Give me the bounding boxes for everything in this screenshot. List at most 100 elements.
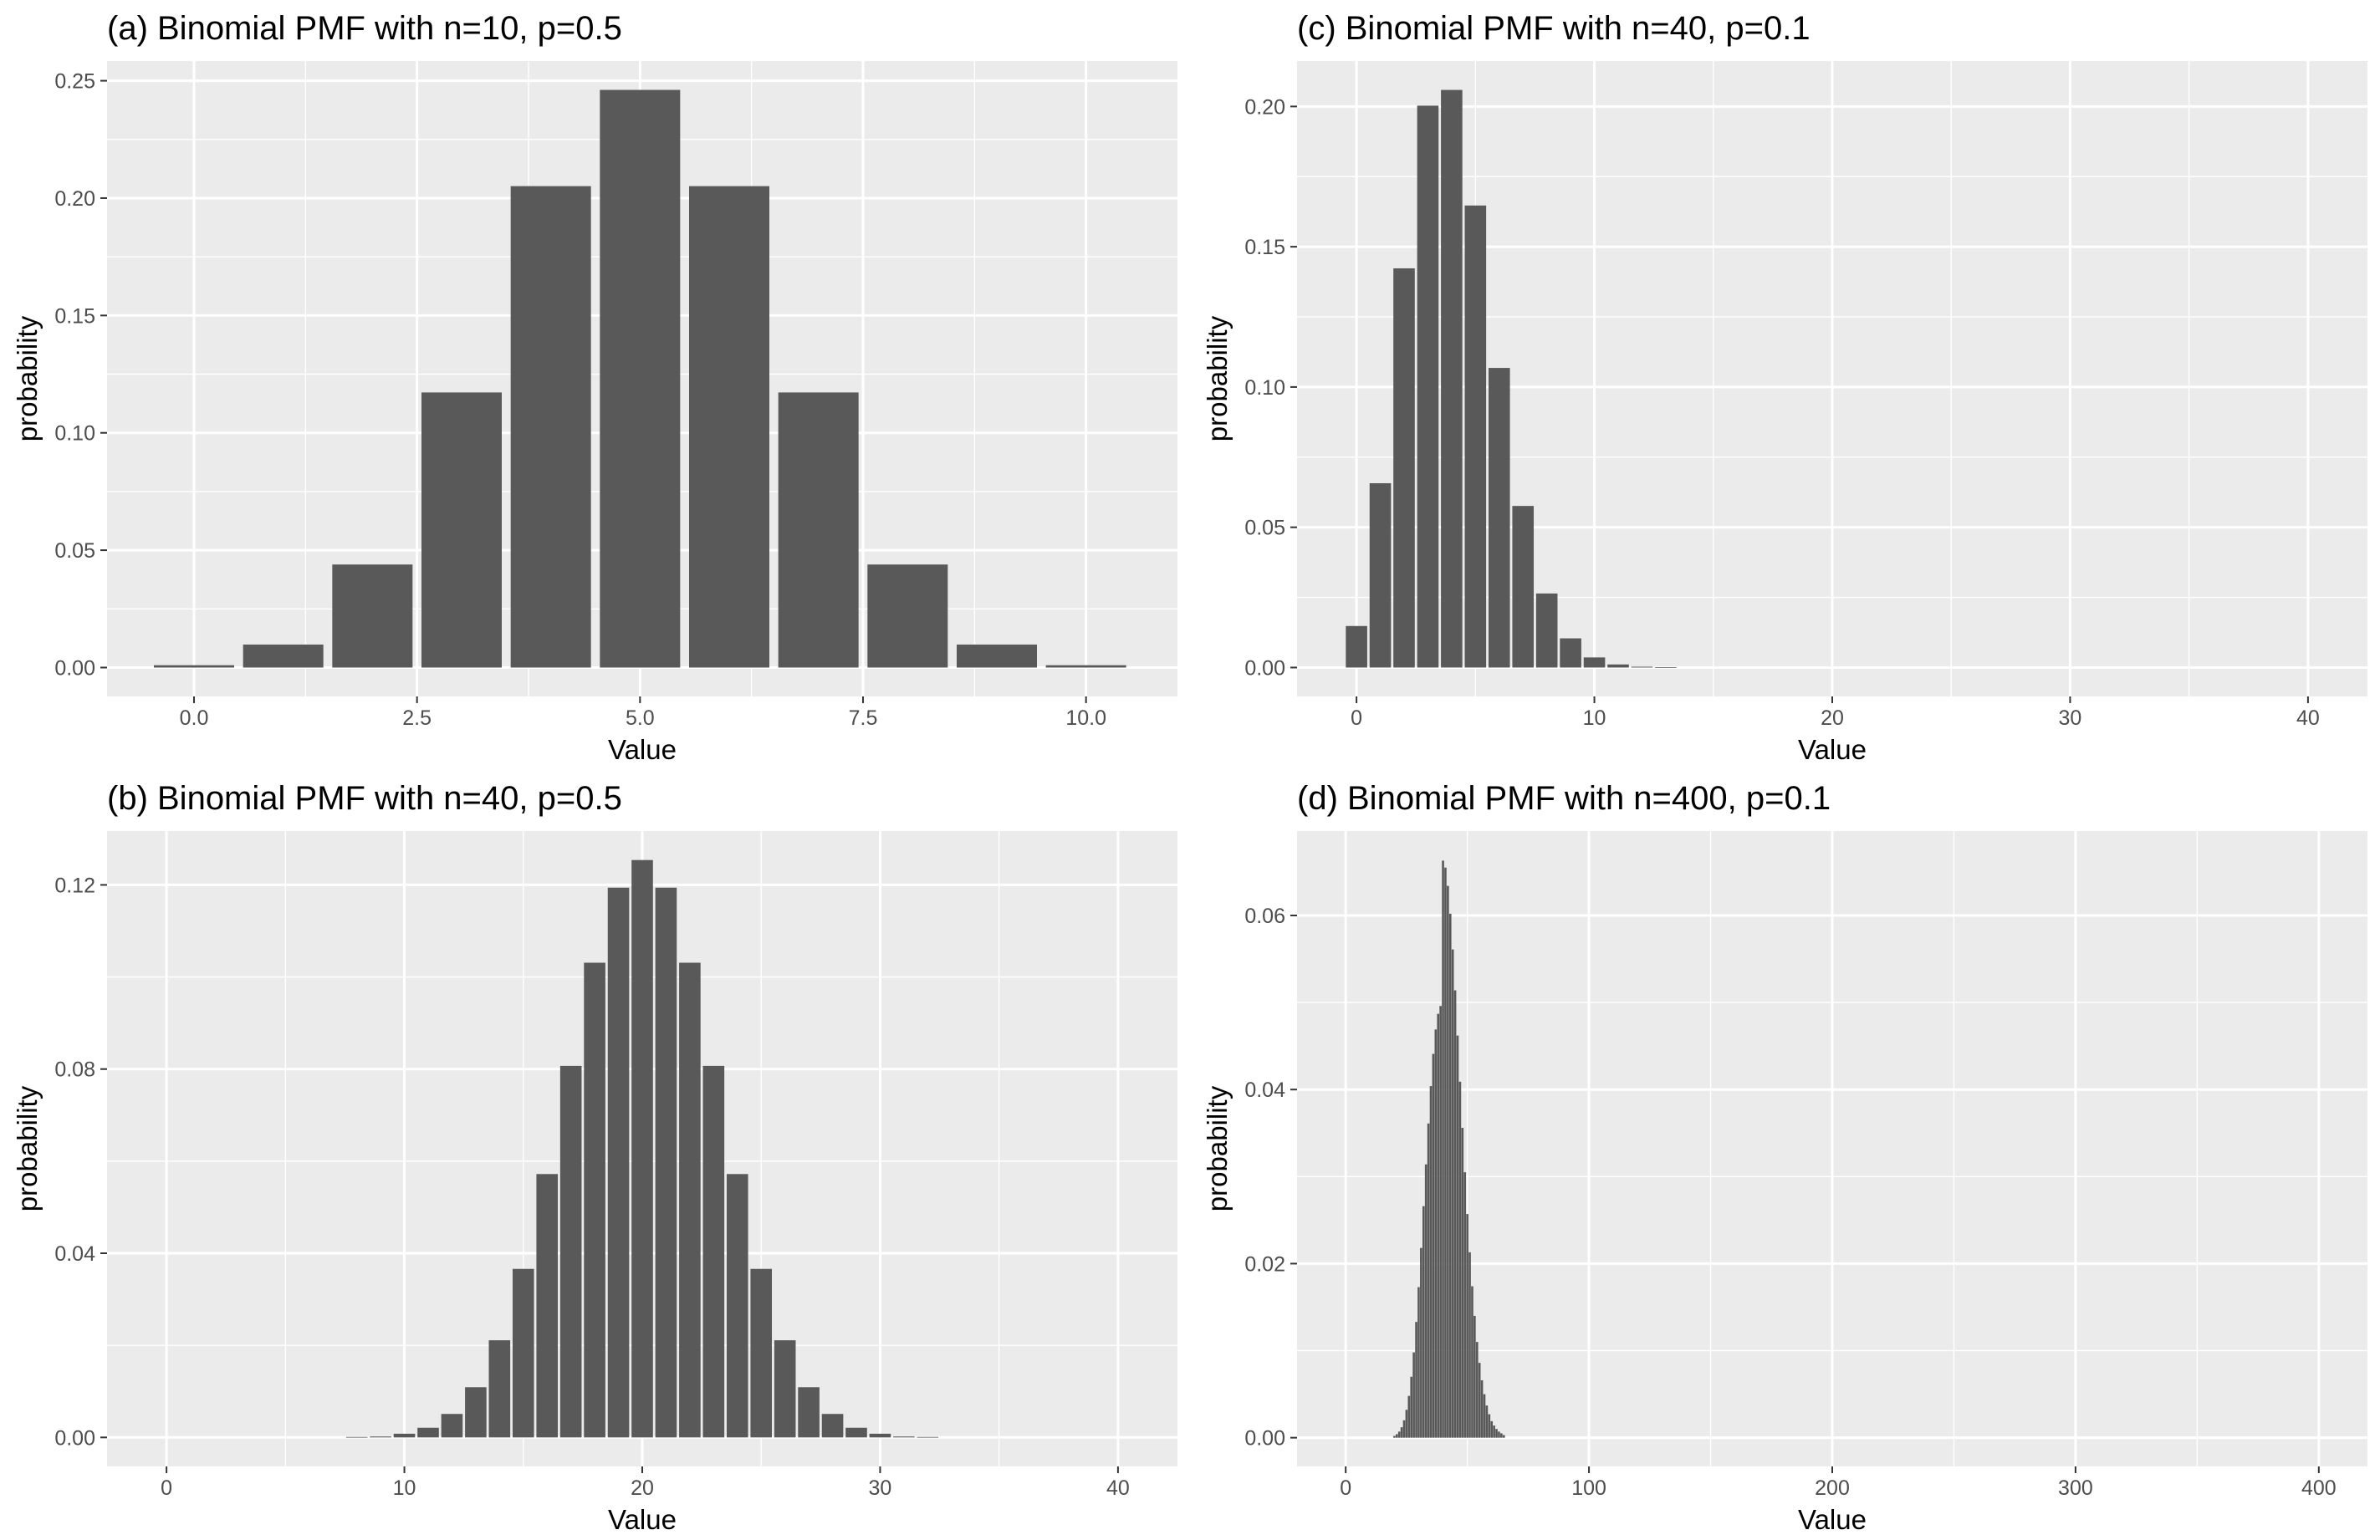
y-tick-label: 0.00 [54,656,95,680]
bar [957,644,1037,668]
x-tick-label: 10 [393,1476,416,1500]
y-axis-label: probability [12,1085,43,1211]
bar [1498,1431,1500,1438]
bar [1502,1435,1505,1438]
x-tick-label: 40 [2296,706,2320,730]
bar [1420,1247,1422,1438]
bar [1448,913,1452,1438]
x-axis-label: Value [608,734,677,765]
y-tick-label: 0.00 [1244,1427,1285,1451]
y-tick-label: 0.00 [54,1426,95,1450]
bar [1405,1410,1408,1438]
y-tick-label: 0.05 [54,539,95,563]
bar [1493,1425,1495,1438]
bar [345,1436,368,1438]
bar [821,1414,844,1438]
panel-a: (a) Binomial PMF with n=10, p=0.5 0.0 2.5 5… [0,0,1190,770]
panel-c: (c) Binomial PMF with n=40, p=0.1 0 10 20 30… [1190,0,2380,770]
chart-title: (b) Binomial PMF with n=40, p=0.5 [107,780,622,817]
bar [584,962,605,1438]
x-tick-label: 0.0 [180,706,209,730]
bar [1607,664,1629,668]
bar [689,186,769,668]
x-axis-label: Value [1798,734,1867,765]
bar [1407,1395,1411,1438]
bar [917,1436,939,1438]
x-tick-label: 30 [869,1476,892,1500]
bar [1475,1342,1479,1438]
bar [1415,1322,1417,1438]
chart-b: (b) Binomial PMF with n=40, p=0.5 0 10 20 30… [12,780,1177,1535]
bar [1483,1394,1486,1438]
bar [774,1340,796,1438]
bar [512,1268,534,1438]
bar [1500,1433,1503,1438]
y-tick-label: 0.25 [54,70,95,94]
bar [536,1174,559,1438]
bar [1458,1081,1462,1438]
bar [1427,1123,1430,1438]
bar [1478,1363,1481,1438]
bar [441,1414,463,1438]
x-tick-label: 200 [1815,1476,1850,1500]
chart-c: (c) Binomial PMF with n=40, p=0.1 0 10 20 30… [1202,10,2367,765]
y-tick-label: 0.20 [54,187,95,211]
x-tick-label: 10.0 [1065,706,1106,730]
bar [1437,1013,1440,1438]
bar [1424,1164,1427,1438]
y-tick-label: 0.00 [1244,656,1285,680]
panel-d: (d) Binomial PMF with n=400, p=0.1 0 100 20… [1190,770,2380,1540]
y-tick-label: 0.20 [1244,95,1285,119]
bar [1468,1252,1471,1438]
bar [1447,885,1449,1438]
chart-title: (a) Binomial PMF with n=10, p=0.5 [107,10,622,47]
y-tick-label: 0.10 [54,422,95,446]
bar [488,1340,511,1438]
x-tick-label: 7.5 [849,706,878,730]
y-tick-label: 0.12 [54,874,95,897]
bar [1417,1287,1420,1438]
bar [1461,1128,1464,1438]
y-tick-label: 0.02 [1244,1252,1285,1276]
bar [1560,638,1581,668]
x-tick-label: 20 [1821,706,1844,730]
x-axis-label: Value [1798,1504,1867,1535]
bar [1583,657,1606,668]
bar [154,665,234,668]
bar [417,1427,439,1438]
bar [1417,105,1439,668]
bar [1441,89,1463,668]
x-tick-label: 40 [1106,1476,1130,1500]
panel-b: (b) Binomial PMF with n=40, p=0.5 0 10 20 30… [0,770,1190,1540]
y-tick-label: 0.10 [1244,376,1285,400]
bar [1485,1405,1489,1438]
bar [1369,482,1392,668]
bar [726,1174,748,1438]
bar [1412,1352,1415,1438]
bar [631,859,653,1438]
x-tick-label: 5.0 [626,706,655,730]
x-tick-label: 0 [1340,1476,1351,1500]
bar [1045,665,1126,668]
bar [465,1387,487,1438]
y-tick-label: 0.06 [1244,905,1285,928]
bar [1471,1286,1473,1438]
bar [370,1436,391,1438]
y-tick-label: 0.04 [1244,1079,1285,1102]
bar [1402,1420,1406,1438]
bar [1451,949,1454,1438]
bar [332,564,413,668]
y-tick-label: 0.05 [1244,517,1285,540]
y-tick-label: 0.04 [54,1242,95,1266]
x-tick-label: 100 [1571,1476,1606,1500]
x-tick-label: 0 [161,1476,172,1500]
bar [702,1065,725,1438]
bar [1466,1214,1468,1438]
x-tick-label: 10 [1583,706,1606,730]
x-tick-label: 30 [2059,706,2082,730]
bar [1444,867,1447,1438]
bar [1490,1420,1494,1438]
y-tick-label: 0.15 [1244,236,1285,259]
bar [845,1427,867,1438]
bar [750,1268,773,1438]
